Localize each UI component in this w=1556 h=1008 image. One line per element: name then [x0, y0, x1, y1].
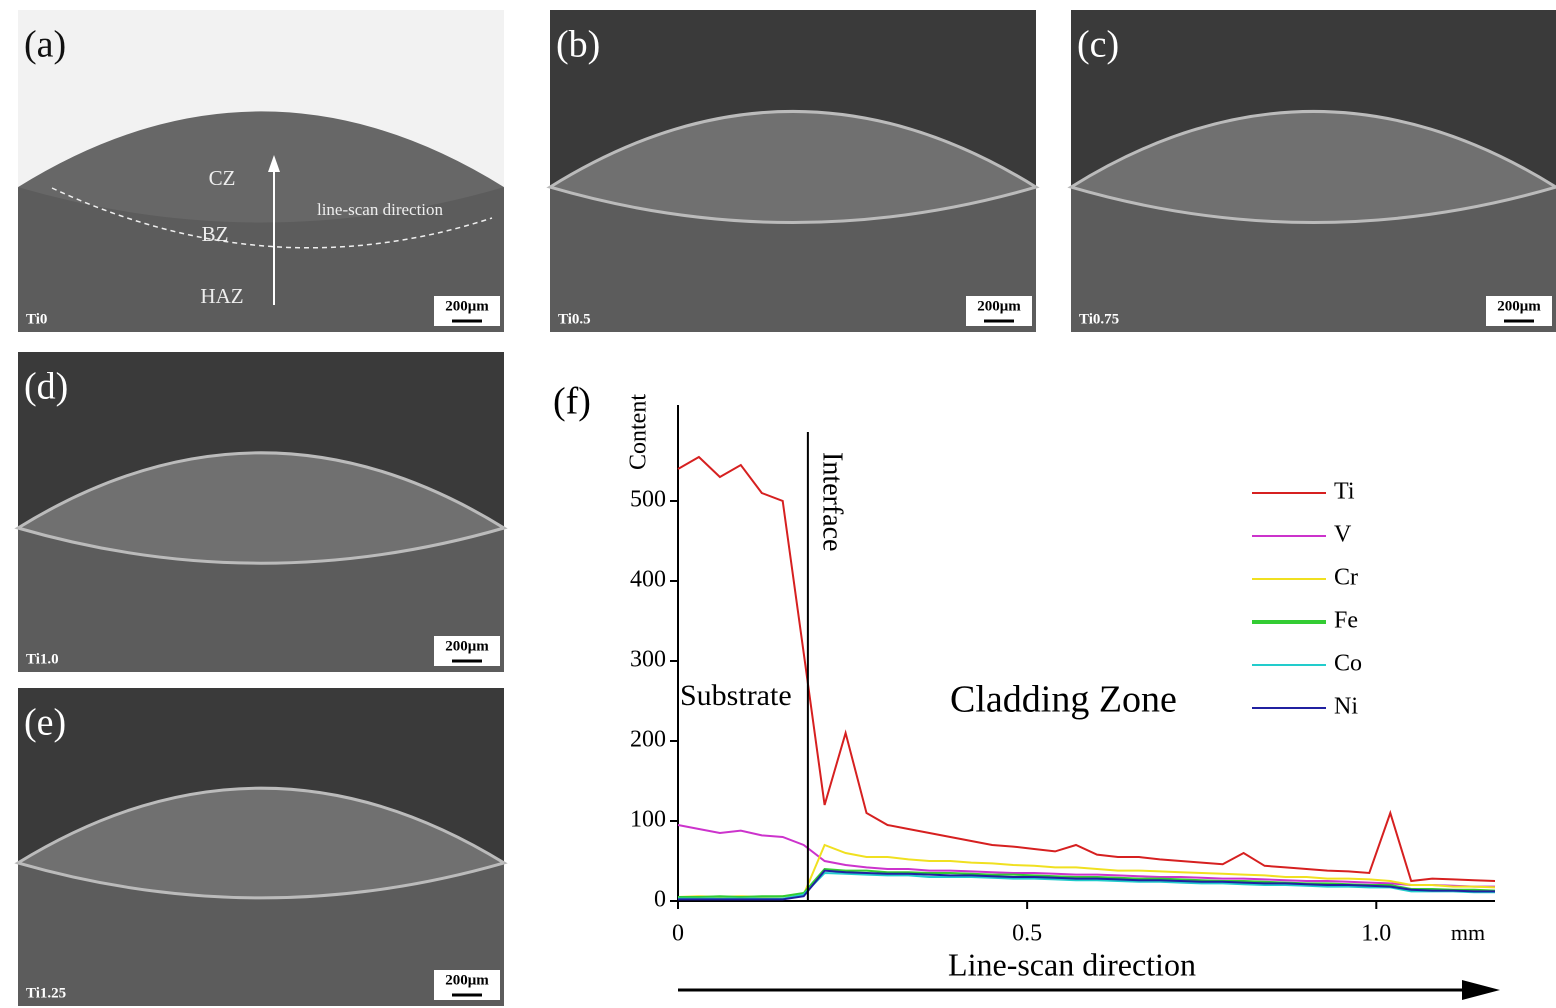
legend-label: Cr: [1334, 565, 1358, 591]
region-label: Substrate: [680, 679, 792, 712]
legend-label: V: [1334, 522, 1352, 548]
y-tick-label: 100: [630, 807, 666, 833]
x-axis-label: Line-scan direction: [948, 946, 1196, 982]
clad-bead: [546, 109, 1040, 224]
legend-label: Ni: [1334, 694, 1358, 720]
micrograph-annotation: HAZ: [200, 284, 243, 308]
region-label: Cladding Zone: [950, 679, 1177, 721]
micrograph-annotation: BZ: [202, 222, 229, 246]
sample-label: Ti1.0: [26, 651, 59, 667]
y-tick-label: 300: [630, 647, 666, 673]
scale-bar-label: 200μm: [977, 298, 1021, 314]
sample-label: Ti0.5: [558, 311, 591, 327]
series-line: [677, 455, 1496, 883]
panel-label: (e): [24, 702, 66, 744]
sample-label: Ti0.75: [1079, 311, 1119, 327]
scale-bar-label: 200μm: [445, 298, 489, 314]
panel-label: (c): [1077, 24, 1119, 66]
series-line: [677, 824, 1495, 888]
sample-label: Ti0: [26, 311, 47, 327]
series-line: [678, 869, 1495, 901]
y-tick-label: 400: [630, 567, 666, 593]
clad-bead: [18, 111, 504, 223]
scan-arrowhead: [268, 155, 280, 172]
series-line: [677, 843, 1496, 899]
scale-bar-label: 200μm: [1497, 298, 1541, 314]
micrograph-annotation: line-scan direction: [317, 200, 444, 219]
clad-bead: [14, 451, 508, 565]
panel-label: (d): [24, 366, 68, 408]
x-tick-label: 1.0: [1361, 921, 1391, 947]
y-tick-label: 0: [654, 887, 666, 913]
legend-label: Co: [1334, 651, 1362, 677]
bz-boundary: [51, 187, 493, 249]
scale-bar-label: 200μm: [445, 638, 489, 654]
x-tick-label: 0: [672, 921, 684, 947]
micrograph-annotation: CZ: [209, 166, 236, 190]
panel-label: (f): [553, 381, 591, 423]
legend-label: Fe: [1334, 608, 1358, 634]
y-tick-label: 200: [630, 727, 666, 753]
y-axis-label: Content: [626, 394, 652, 470]
x-tick-label: 0.5: [1012, 921, 1042, 947]
interface-label: Interface: [816, 452, 847, 551]
panel-label: (b): [556, 24, 600, 66]
scale-bar-label: 200μm: [445, 972, 489, 988]
sample-label: Ti1.25: [26, 985, 66, 1001]
clad-bead: [14, 786, 508, 900]
y-tick-label: 500: [630, 487, 666, 513]
direction-arrowhead: [1462, 980, 1500, 1000]
legend-label: Ti: [1334, 479, 1355, 505]
x-unit: mm: [1451, 920, 1485, 945]
panel-label: (a): [24, 24, 66, 66]
